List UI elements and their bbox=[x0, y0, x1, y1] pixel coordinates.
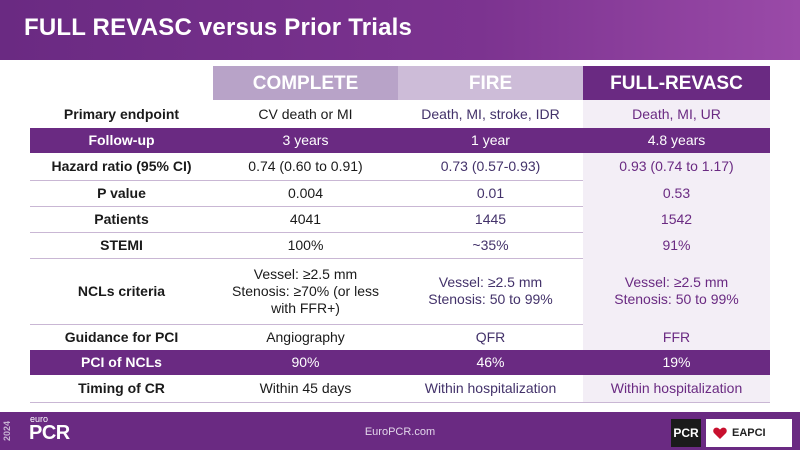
heart-icon bbox=[713, 427, 727, 439]
cell-complete: 0.004 bbox=[287, 184, 324, 201]
cell-complete: CV death or MI bbox=[258, 105, 353, 122]
cell-full-revasc: 0.93 (0.74 to 1.17) bbox=[583, 153, 770, 180]
cell-fire: 0.73 (0.57-0.93) bbox=[440, 158, 541, 174]
table-row: Hazard ratio (95% CI) 0.74 (0.60 to 0.91… bbox=[30, 153, 770, 181]
cell-full-revasc: FFR bbox=[583, 324, 770, 350]
table-row: P value 0.004 0.01 0.53 bbox=[30, 180, 770, 207]
footer-bar bbox=[0, 412, 800, 450]
column-header-full-revasc: FULL-REVASC bbox=[583, 66, 770, 100]
cell-complete: 90% bbox=[213, 350, 398, 375]
column-header-fire: FIRE bbox=[398, 66, 583, 100]
eapci-label: EAPCI bbox=[732, 427, 766, 439]
cell-fire: 46% bbox=[398, 350, 583, 375]
row-label: NCLs criteria bbox=[77, 282, 166, 299]
cell-fire: QFR bbox=[475, 328, 506, 345]
row-label: Timing of CR bbox=[78, 380, 165, 396]
column-header-complete: COMPLETE bbox=[213, 66, 398, 100]
table-row: Patients 4041 1445 1542 bbox=[30, 206, 770, 233]
table-row-highlighted: PCI of NCLs 90% 46% 19% bbox=[30, 350, 770, 375]
row-label: Guidance for PCI bbox=[64, 328, 179, 345]
cell-complete: 3 years bbox=[213, 128, 398, 153]
cell-full-revasc: Death, MI, UR bbox=[583, 100, 770, 128]
table-row-highlighted: Follow-up 3 years 1 year 4.8 years bbox=[30, 128, 770, 153]
cell-fire: Death, MI, stroke, IDR bbox=[421, 105, 560, 122]
row-label: Follow-up bbox=[30, 128, 213, 153]
cell-full-revasc: 1542 bbox=[583, 206, 770, 232]
europcr-logo-euro: euro bbox=[30, 414, 49, 424]
website-link[interactable]: EuroPCR.com bbox=[364, 426, 436, 438]
row-label: Hazard ratio (95% CI) bbox=[51, 158, 192, 174]
cell-fire: ~35% bbox=[472, 236, 509, 253]
eapci-logo-badge: EAPCI bbox=[706, 419, 792, 447]
row-label: STEMI bbox=[100, 236, 143, 253]
cell-complete: 100% bbox=[287, 236, 324, 253]
header-empty-cell bbox=[30, 66, 213, 100]
cell-full-revasc: Vessel: ≥2.5 mm Stenosis: 50 to 99% bbox=[583, 258, 770, 324]
table-row: Primary endpoint CV death or MI Death, M… bbox=[30, 100, 770, 129]
row-label: P value bbox=[97, 184, 146, 201]
slide-title: FULL REVASC versus Prior Trials bbox=[24, 14, 413, 41]
table-row: Guidance for PCI Angiography QFR FFR bbox=[30, 324, 770, 351]
table-row: NCLs criteria Vessel: ≥2.5 mm Stenosis: … bbox=[30, 258, 770, 325]
title-bar: FULL REVASC versus Prior Trials bbox=[0, 0, 800, 60]
cell-fire: 1445 bbox=[474, 210, 507, 227]
cell-complete: Vessel: ≥2.5 mm Stenosis: ≥70% (or less … bbox=[232, 265, 379, 316]
row-label: PCI of NCLs bbox=[30, 350, 213, 375]
cell-fire: Within hospitalization bbox=[424, 380, 557, 396]
cell-fire: 1 year bbox=[398, 128, 583, 153]
cell-complete: Angiography bbox=[266, 328, 345, 345]
cell-complete: 0.74 (0.60 to 0.91) bbox=[248, 158, 363, 174]
cell-full-revasc: 4.8 years bbox=[583, 128, 770, 153]
table-header-row: COMPLETE FIRE FULL-REVASC bbox=[30, 66, 770, 100]
cell-fire: Vessel: ≥2.5 mm Stenosis: 50 to 99% bbox=[428, 274, 553, 307]
row-label: Primary endpoint bbox=[63, 105, 180, 122]
cell-full-revasc: 0.53 bbox=[583, 180, 770, 206]
cell-full-revasc: 19% bbox=[583, 350, 770, 375]
table-row: Timing of CR Within 45 days Within hospi… bbox=[30, 375, 770, 403]
europcr-logo-pcr: PCR bbox=[29, 422, 70, 444]
cell-fire: 0.01 bbox=[476, 184, 505, 201]
cell-full-revasc: 91% bbox=[583, 232, 770, 258]
cell-complete: 4041 bbox=[289, 210, 322, 227]
row-label: Patients bbox=[94, 210, 149, 227]
cell-complete: Within 45 days bbox=[259, 380, 352, 396]
table-row: STEMI 100% ~35% 91% bbox=[30, 232, 770, 259]
pcr-logo-badge: PCR bbox=[671, 419, 701, 447]
cell-full-revasc: Within hospitalization bbox=[583, 375, 770, 402]
